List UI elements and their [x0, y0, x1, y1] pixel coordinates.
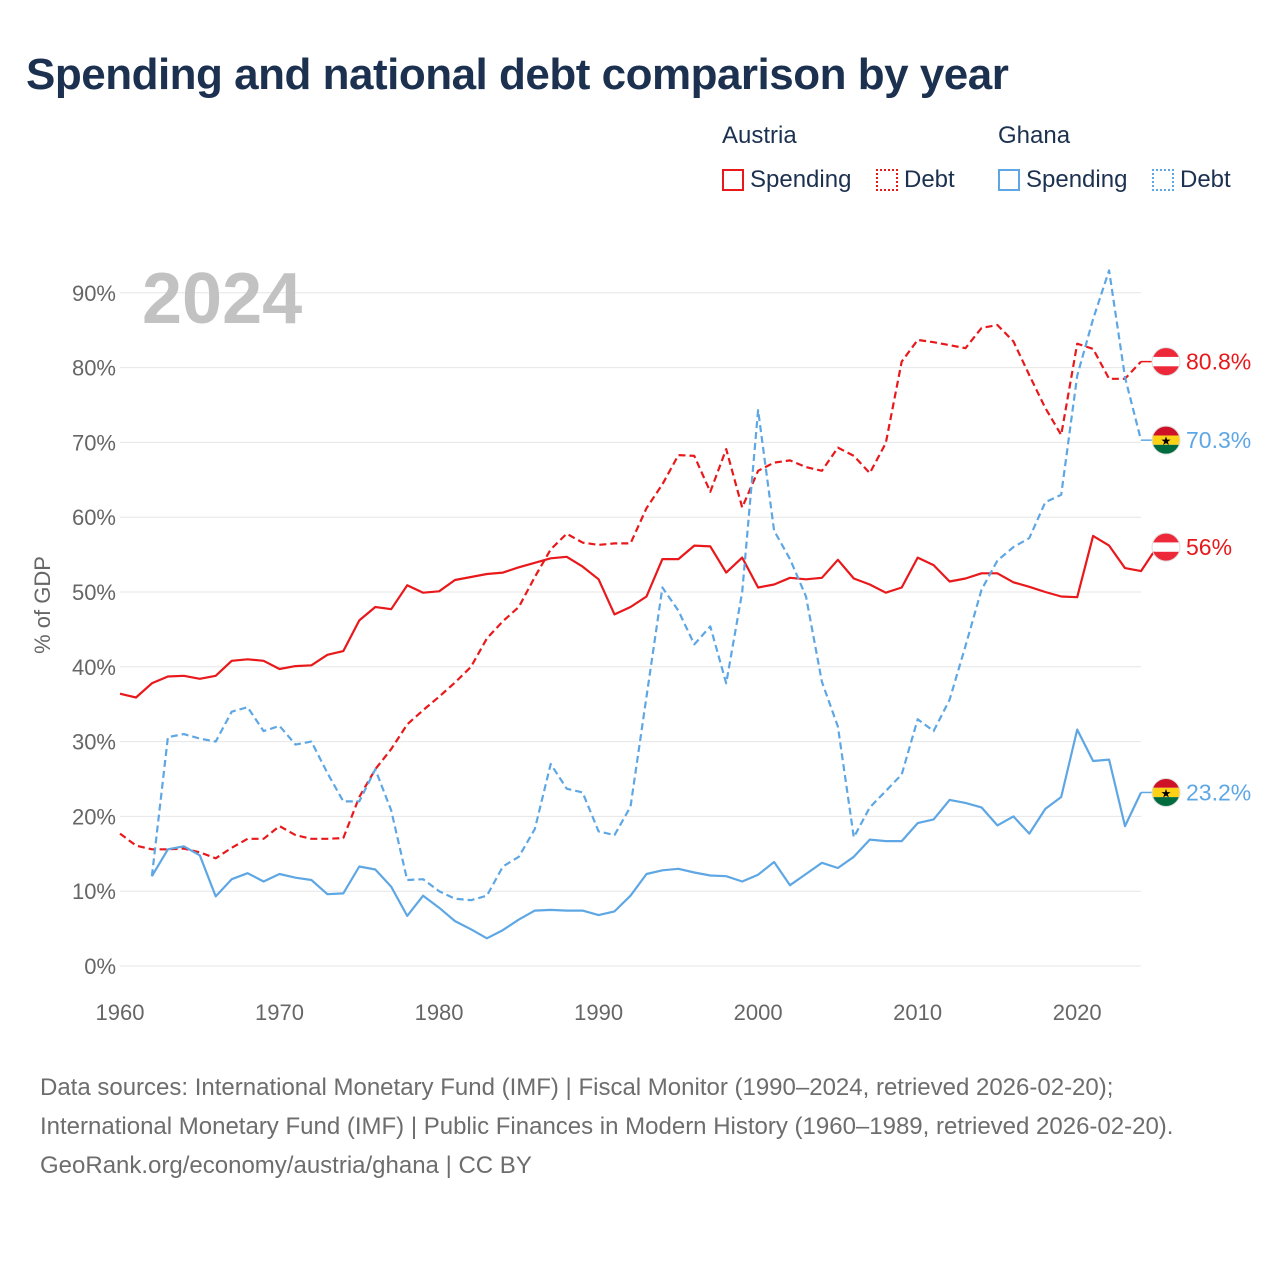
legend-swatch-dotted-icon [1152, 169, 1174, 191]
legend-group-ghana: Ghana [998, 122, 1071, 149]
footer: Data sources: International Monetary Fun… [40, 1068, 1240, 1185]
austria-flag-icon [1152, 533, 1180, 562]
end-value-label: 23.2% [1186, 779, 1251, 805]
grid-lines [120, 292, 1141, 967]
legend-label: Debt [904, 166, 955, 193]
legend-label: Spending [1026, 166, 1128, 193]
credit-link[interactable]: GeoRank.org/economy/austria/ghana | CC B… [40, 1152, 532, 1179]
y-tick-label: 0% [84, 954, 116, 979]
series-line-ghana-spending[interactable] [150, 728, 1142, 940]
y-tick-label: 30% [72, 730, 116, 755]
y-tick-label: 70% [72, 430, 116, 455]
x-tick-label: 1990 [574, 1000, 623, 1025]
x-tick-label: 2020 [1053, 1000, 1102, 1025]
svg-text:★: ★ [1161, 434, 1172, 448]
series-line-austria-debt[interactable] [119, 323, 1142, 860]
legend-item-ghana-spending[interactable]: Spending [998, 166, 1127, 194]
svg-text:★: ★ [1161, 786, 1172, 800]
legend-swatch-solid-icon [722, 169, 744, 191]
x-tick-label: 2010 [893, 1000, 942, 1025]
y-tick-label: 80% [72, 356, 116, 381]
legend-item-austria-spending[interactable]: Spending [722, 166, 851, 194]
series-line-ghana-debt[interactable] [150, 269, 1143, 902]
legend-label: Spending [750, 166, 852, 193]
x-tick-label: 2000 [734, 1000, 783, 1025]
y-tick-label: 10% [72, 879, 116, 904]
legend-item-ghana-debt[interactable]: Debt [1152, 166, 1231, 194]
y-tick-label: 90% [72, 281, 116, 306]
y-tick-label: 40% [72, 655, 116, 680]
legend-item-austria-debt[interactable]: Debt [876, 166, 955, 194]
x-tick-label: 1980 [415, 1000, 464, 1025]
end-value-label: 80.8% [1186, 349, 1251, 375]
legend-label: Debt [1180, 166, 1231, 193]
y-tick-label: 20% [72, 804, 116, 829]
austria-flag-icon [1152, 347, 1180, 376]
y-tick-label: 60% [72, 505, 116, 530]
legend-swatch-dotted-icon [876, 169, 898, 191]
x-axis: 1960 1970 1980 1990 2000 2010 2020 [96, 1000, 1102, 1025]
series-lines [119, 269, 1158, 940]
data-sources: Data sources: International Monetary Fun… [40, 1074, 1174, 1140]
x-tick-label: 1960 [96, 1000, 145, 1025]
end-value-label: 70.3% [1186, 427, 1251, 453]
end-labels: 80.8% ★ 70.3% 56% ★ 23.2% [1141, 347, 1251, 807]
line-chart: 2024 % of GDP 0% 10% 20% 30% 40% 50% 60% 70% 80%… [30, 259, 1251, 1025]
y-axis: 0% 10% 20% 30% 40% 50% 60% 70% 80% 90% [72, 281, 116, 979]
ghana-flag-icon: ★ [1152, 778, 1180, 807]
legend-group-austria: Austria [722, 122, 797, 149]
page-title: Spending and national debt comparison by… [26, 50, 1009, 99]
x-tick-label: 1970 [255, 1000, 304, 1025]
legend-swatch-solid-icon [998, 169, 1020, 191]
legend: Austria Spending Debt Ghana Spending Deb… [0, 122, 1280, 202]
ghana-flag-icon: ★ [1152, 426, 1180, 455]
end-value-label: 56% [1186, 534, 1232, 560]
y-axis-label: % of GDP [30, 556, 55, 654]
series-line-austria-spending[interactable] [119, 534, 1158, 699]
y-tick-label: 50% [72, 580, 116, 605]
year-label: 2024 [142, 259, 302, 339]
